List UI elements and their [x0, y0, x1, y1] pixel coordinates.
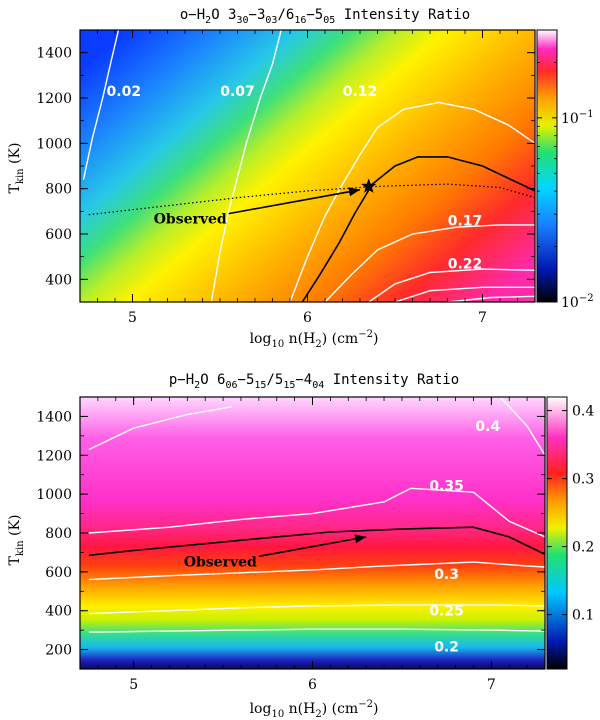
- bottom-colorbar: [546, 396, 568, 670]
- bottom-contours: [88, 396, 546, 633]
- contour-label: 0.25: [429, 604, 464, 620]
- top-colorbar-ticks: 10−2 10−1: [537, 29, 594, 311]
- bottom-axis-ticks: 5 6 7 200 400 600 800 1000 1200 1400: [36, 396, 546, 693]
- contour-label: 0.22: [448, 257, 483, 273]
- colorbar-tick-label: 10−2: [561, 293, 594, 311]
- bottom-y-axis-label: Tkin (K): [7, 515, 26, 566]
- contour-label: 0.4: [475, 419, 500, 435]
- contour-line-0-4: [88, 406, 233, 451]
- y-tick-label: 1000: [36, 136, 72, 152]
- y-tick-label: 1200: [36, 91, 72, 107]
- observed-arrow: [228, 189, 361, 215]
- panel-top: o−H2O 330−303/616−505 Intensity Ratio Ob…: [7, 7, 594, 350]
- colorbar-tick-label: 0.2: [572, 540, 594, 556]
- top-colorbar: [536, 29, 558, 303]
- contour-line-0-33: [88, 526, 546, 557]
- top-chart-title: o−H2O 330−303/616−505 Intensity Ratio: [180, 7, 470, 26]
- bottom-observed-overlay: Observed: [184, 534, 367, 570]
- y-tick-label: 800: [45, 526, 72, 542]
- contour-label: 0.35: [429, 478, 464, 494]
- observed-dotted-curve: [88, 183, 536, 216]
- contour-label: 0.07: [220, 84, 255, 100]
- contour-label: 0.2: [434, 640, 459, 656]
- observed-label: Observed: [154, 212, 227, 228]
- contour-label: 0.02: [107, 84, 142, 100]
- contour-label: 0.17: [448, 213, 483, 229]
- observed-arrow: [258, 536, 367, 558]
- x-tick-label: 6: [308, 677, 317, 693]
- colorbar-tick-label: 0.3: [572, 472, 594, 488]
- observed-star-marker: [361, 178, 377, 193]
- y-tick-label: 800: [45, 182, 72, 198]
- contour-label: 0.3: [434, 567, 459, 583]
- x-tick-label: 6: [303, 310, 312, 326]
- top-observed-overlay: Observed: [88, 178, 536, 228]
- observed-label: Observed: [184, 554, 257, 570]
- y-tick-label: 1400: [36, 409, 72, 425]
- contour-line-0-12: [289, 101, 536, 303]
- colorbar-tick-label: 10−1: [561, 109, 594, 127]
- panel-bottom: p−H2O 606−515/515−404 Intensity Ratio Ob…: [7, 372, 594, 720]
- contour-line-0-14: [301, 156, 536, 303]
- x-tick-label: 5: [129, 677, 138, 693]
- x-tick-label: 7: [487, 677, 496, 693]
- contour-line-0-22: [368, 268, 536, 303]
- colorbar-tick-label: 0.4: [572, 404, 594, 420]
- y-tick-label: 400: [45, 272, 72, 288]
- contour-label: 0.12: [343, 84, 378, 100]
- contour-line-0-25: [394, 286, 535, 303]
- contour-line-0-4: [499, 396, 546, 456]
- contour-line-0-2: [88, 628, 546, 633]
- bottom-chart-title: p−H2O 606−515/515−404 Intensity Ratio: [169, 372, 459, 391]
- y-tick-label: 1400: [36, 46, 72, 62]
- y-tick-label: 400: [45, 604, 72, 620]
- bottom-colorbar-ticks: 0.1 0.2 0.3 0.4: [547, 404, 594, 624]
- contour-line-0-07: [210, 29, 282, 303]
- colorbar-tick-label: 0.1: [572, 608, 594, 624]
- observed-arrowhead: [354, 534, 367, 544]
- contour-line-0-3: [88, 561, 546, 581]
- x-tick-label: 7: [478, 310, 487, 326]
- x-tick-label: 5: [128, 310, 137, 326]
- observed-arrowhead: [348, 187, 360, 197]
- y-tick-label: 1000: [36, 487, 72, 503]
- contour-line-0-02: [82, 29, 120, 180]
- contour-line-0-25: [88, 604, 546, 615]
- contour-line-0-17: [324, 224, 535, 303]
- y-tick-label: 200: [45, 643, 72, 659]
- bottom-x-axis-label: log10 n(H2) (cm−2): [250, 699, 379, 720]
- top-contour-labels: 0.02 0.07 0.12 0.17 0.22: [107, 84, 483, 272]
- top-y-axis-label: Tkin (K): [7, 143, 26, 194]
- bottom-contour-labels: 0.4 0.35 0.3 0.25 0.2: [429, 419, 500, 656]
- y-tick-label: 600: [45, 565, 72, 581]
- top-x-axis-label: log10 n(H2) (cm−2): [250, 329, 379, 350]
- y-tick-label: 600: [45, 227, 72, 243]
- contour-line-0-27: [447, 295, 536, 303]
- contour-line-0-35: [88, 487, 546, 538]
- y-tick-label: 1200: [36, 448, 72, 464]
- top-contours: [82, 29, 536, 303]
- top-axis-ticks: 5 6 7 400 600 800 1000 1200 1400: [36, 29, 536, 326]
